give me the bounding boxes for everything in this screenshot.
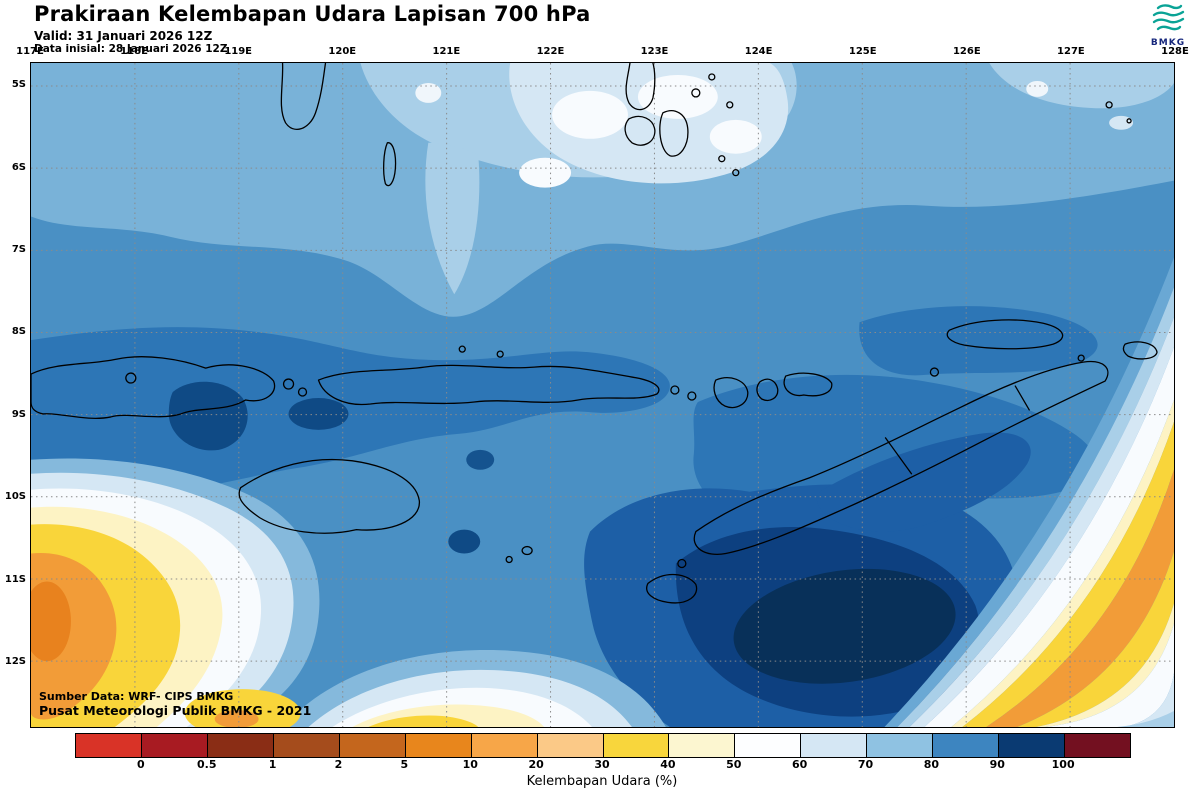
colorbar-tick-label: 70 bbox=[857, 758, 874, 771]
colorbar-tick-label: 5 bbox=[400, 758, 409, 771]
y-tick-label: 9S bbox=[11, 408, 26, 420]
colorbar-tick-label: 50 bbox=[726, 758, 742, 771]
colorbar-tick-label: 0.5 bbox=[197, 758, 217, 771]
colorbar-segment bbox=[1064, 734, 1130, 757]
colorbar-tick-label: 90 bbox=[989, 758, 1005, 771]
y-tick-label: 10S bbox=[4, 491, 26, 503]
page-title: Prakiraan Kelembapan Udara Lapisan 700 h… bbox=[34, 2, 591, 26]
x-tick-label: 120E bbox=[328, 46, 357, 57]
x-tick-label: 124E bbox=[744, 46, 773, 57]
x-tick-label: 123E bbox=[640, 46, 669, 57]
map-plot: Sumber Data: WRF- CIPS BMKG Pusat Meteor… bbox=[30, 62, 1175, 728]
source-credit: Sumber Data: WRF- CIPS BMKG Pusat Meteor… bbox=[39, 690, 311, 719]
colorbar-tick-label: 0 bbox=[137, 758, 145, 771]
colorbar-segment bbox=[932, 734, 999, 757]
x-tick-label: 122E bbox=[536, 46, 565, 57]
colorbar-tick-label: 60 bbox=[791, 758, 808, 771]
humidity-contours bbox=[31, 63, 1174, 727]
colorbar-segment bbox=[404, 734, 471, 757]
colorbar-tick-label: 100 bbox=[1051, 758, 1075, 771]
init-date: Data inisial: 28 Januari 2026 12Z bbox=[34, 43, 228, 55]
colorbar-tick-label: 2 bbox=[334, 758, 343, 771]
colorbar-segment bbox=[602, 734, 669, 757]
colorbar-segment bbox=[734, 734, 801, 757]
colorbar-tick-label: 30 bbox=[594, 758, 610, 771]
colorbar-segment bbox=[998, 734, 1065, 757]
colorbar-label: Kelembapan Udara (%) bbox=[526, 774, 678, 789]
bmkg-logo-text: BMKG bbox=[1150, 38, 1186, 48]
colorbar bbox=[75, 733, 1131, 758]
colorbar-tick-label: 20 bbox=[528, 758, 544, 771]
y-tick-label: 6S bbox=[11, 161, 26, 173]
colorbar-segment bbox=[206, 734, 273, 757]
x-tick-label: 119E bbox=[224, 46, 253, 57]
colorbar-segment bbox=[536, 734, 603, 757]
y-tick-label: 7S bbox=[11, 243, 26, 255]
x-tick-label: 125E bbox=[848, 46, 877, 57]
colorbar-tick-label: 1 bbox=[268, 758, 277, 771]
grid-lines bbox=[31, 63, 1174, 727]
valid-date: Valid: 31 Januari 2026 12Z bbox=[34, 29, 213, 43]
colorbar-segment bbox=[272, 734, 339, 757]
y-tick-label: 5S bbox=[11, 79, 26, 91]
colorbar-segment bbox=[338, 734, 405, 757]
colorbar-segment bbox=[470, 734, 537, 757]
x-tick-label: 121E bbox=[432, 46, 461, 57]
colorbar-segment bbox=[76, 734, 141, 757]
x-tick-label: 128E bbox=[1161, 46, 1189, 57]
colorbar-segment bbox=[866, 734, 933, 757]
x-tick-label: 126E bbox=[952, 46, 981, 57]
colorbar-segment bbox=[668, 734, 735, 757]
colorbar-segment bbox=[140, 734, 207, 757]
coastlines bbox=[31, 63, 1158, 604]
x-tick-label: 117E bbox=[16, 46, 44, 57]
source-data-line: Sumber Data: WRF- CIPS BMKG bbox=[39, 689, 234, 703]
colorbar-tick-label: 10 bbox=[462, 758, 478, 771]
header: Prakiraan Kelembapan Udara Lapisan 700 h… bbox=[34, 2, 590, 55]
x-tick-label: 118E bbox=[120, 46, 148, 57]
colorbar-tick-label: 40 bbox=[660, 758, 676, 771]
bmkg-globe-icon bbox=[1152, 4, 1185, 31]
x-tick-label: 127E bbox=[1057, 46, 1085, 57]
y-tick-label: 11S bbox=[4, 573, 26, 585]
source-credit-line: Pusat Meteorologi Publik BMKG - 2021 bbox=[39, 703, 312, 719]
y-tick-label: 12S bbox=[4, 655, 26, 667]
colorbar-segment bbox=[800, 734, 867, 757]
y-tick-label: 8S bbox=[11, 326, 26, 338]
humidity-contour-map bbox=[31, 63, 1174, 727]
colorbar-tick-label: 80 bbox=[923, 758, 940, 771]
bmkg-logo: BMKG bbox=[1142, 2, 1194, 48]
